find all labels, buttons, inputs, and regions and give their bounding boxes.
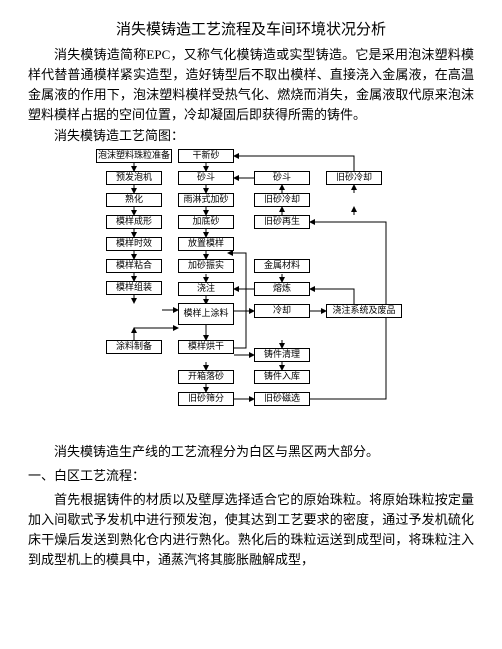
node-place: 放置模样 [178,237,234,251]
intro-para: 消失模铸造简称EPC，又称气化模铸造或实型铸造。它是采用泡沫塑料模样代替普通模样… [28,45,474,126]
node-oldcool: 旧砂冷却 [326,171,382,185]
node-drysand: 干新砂 [178,149,234,163]
para-3: 消失模铸造生产线的工艺流程分为白区与黑区两大部分。 [28,442,474,462]
node-clean: 铸件清理 [254,348,310,362]
node-select: 铸件入库 [254,370,310,384]
heading-1: 一、白区工艺流程： [28,466,474,486]
node-addsand: 加砂振实 [178,259,234,273]
node-sort: 旧砂筛分 [178,392,234,406]
node-cool: 冷却 [254,304,310,318]
para-4: 首先根据铸件的材质以及壁厚选择适合它的原始珠粒。将原始珠粒按定量加入间歇式予发机… [28,490,474,571]
node-metal: 金属材料 [254,259,310,273]
node-regen: 旧砂再生 [254,215,310,229]
node-gate: 浇注系统及废品 [326,304,402,318]
node-dry1: 模样时效 [106,237,162,251]
node-sdou: 砂斗 [178,171,234,185]
node-oldcool2: 旧砂冷却 [254,193,310,207]
node-store: 旧砂磁选 [254,392,310,406]
node-bottom: 加底砂 [178,215,234,229]
node-sdou2: 砂斗 [254,171,310,185]
node-dry2: 模样烘干 [178,340,234,354]
page-title: 消失模铸造工艺流程及车间环境状况分析 [28,18,474,39]
node-melt: 熔炼 [254,282,310,296]
diagram-label: 消失模铸造工艺简图： [28,126,474,146]
node-glue: 模样粘合 [106,259,162,273]
node-coat-prep: 涂料制备 [106,340,162,354]
flowchart: 泡沫塑料珠粒准备 预发泡机 熟化 模样成形 模样时效 模样粘合 模样组装 涂料制… [28,148,474,438]
node-form: 模样成形 [106,215,162,229]
node-rain: 雨淋式加砂 [178,193,234,207]
node-open: 开箱落砂 [178,370,234,384]
node-pour: 浇注 [178,282,234,296]
node-assem: 模样组装 [106,281,162,295]
node-pre: 预发泡机 [106,171,162,185]
node-coat: 模样上涂料 [178,303,234,325]
node-foam: 泡沫塑料珠粒准备 [96,149,172,163]
node-mature: 熟化 [106,193,162,207]
